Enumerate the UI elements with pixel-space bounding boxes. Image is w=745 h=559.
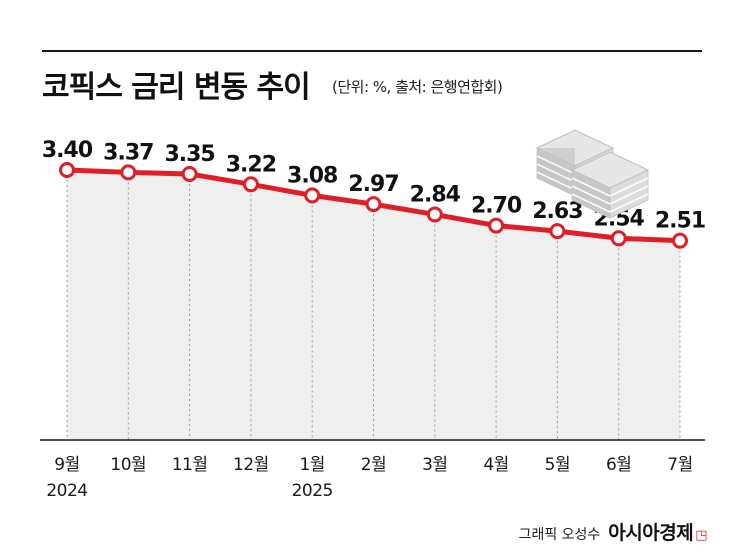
data-point (365, 196, 382, 213)
data-label: 3.22 (226, 152, 276, 177)
data-label: 3.37 (103, 140, 153, 165)
data-point (304, 187, 321, 204)
data-label: 3.35 (164, 142, 214, 167)
data-point (549, 223, 566, 240)
data-label: 3.08 (287, 163, 337, 188)
data-point (426, 206, 443, 223)
x-year-label: 2025 (292, 481, 333, 501)
x-tick-label: 12월 (233, 455, 269, 475)
x-tick-label: 3월 (422, 455, 447, 475)
x-tick-label: 11월 (172, 455, 208, 475)
data-point (488, 217, 505, 234)
x-tick-label: 5월 (545, 455, 570, 475)
data-point (120, 164, 137, 181)
brand-logo: 아시아경제 ◳ (608, 518, 707, 545)
x-tick-label: 6월 (606, 455, 631, 475)
x-tick-label: 10월 (110, 455, 146, 475)
data-label: 2.84 (410, 182, 461, 207)
brand-name: 아시아경제 (608, 522, 694, 544)
x-tick-label: 1월 (299, 455, 324, 475)
guide-layer (66, 170, 681, 440)
x-tick-label: 9월 (54, 455, 79, 475)
axis-layer: 9월 2024 10월 11월 12월 1월 2025 2월 3월 4월 5월 6월 7월 (40, 439, 705, 501)
data-label: 3.40 (42, 138, 93, 163)
x-tick-label: 2월 (361, 455, 386, 475)
label-layer: 3.40 3.37 3.35 3.22 3.08 2.97 2.84 2.70 2.63 2.54… (42, 138, 706, 234)
data-point (672, 232, 688, 249)
data-point (242, 176, 259, 193)
graphic-credit: 그래픽 오성수 (518, 527, 601, 543)
stacked-papers-icon (535, 129, 650, 219)
x-tick-label: 4월 (483, 455, 508, 475)
unit-note: (단위: %, 출처: 은행연합회) (332, 78, 503, 96)
brand-mark: ◳ (695, 528, 707, 543)
data-point (59, 162, 75, 178)
x-year-label: 2024 (46, 481, 87, 501)
top-rule (42, 50, 702, 52)
data-label: 2.70 (471, 194, 522, 219)
chart-title: 코픽스 금리 변동 추이 (42, 70, 311, 105)
data-label: 2.51 (655, 209, 705, 234)
marker-layer (59, 162, 688, 249)
data-point (610, 230, 627, 247)
x-tick-label: 7월 (667, 455, 692, 475)
data-label: 2.63 (532, 199, 582, 224)
data-point (181, 165, 198, 182)
footer: 그래픽 오성수 아시아경제 ◳ (518, 518, 708, 545)
data-label: 2.97 (348, 172, 398, 197)
